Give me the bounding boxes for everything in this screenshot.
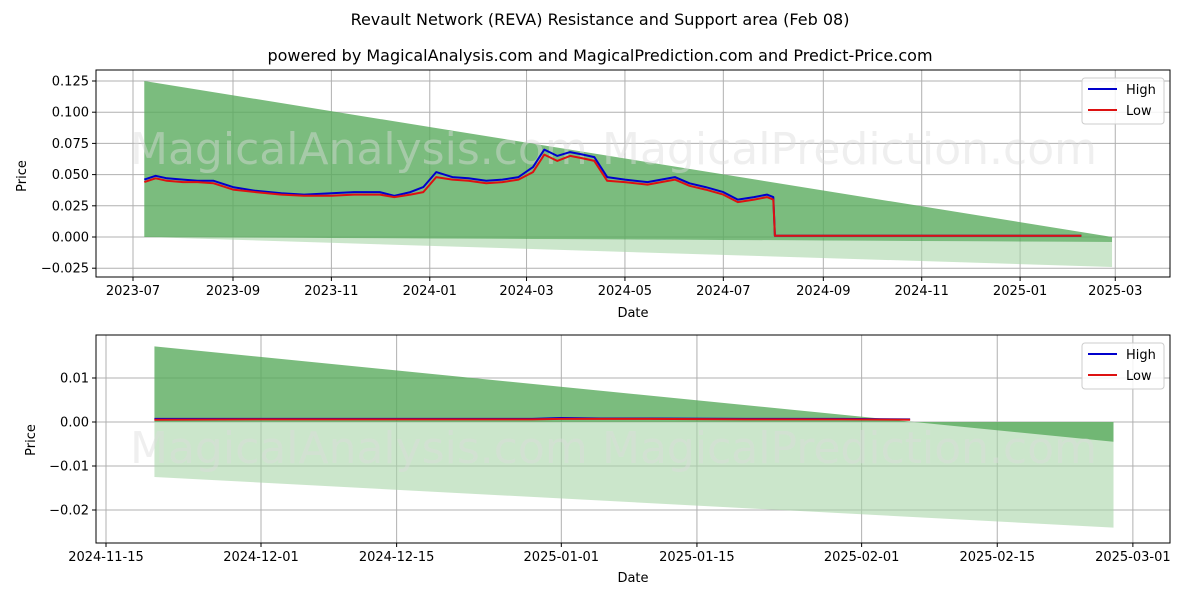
y-tick-label: 0.050 bbox=[52, 168, 89, 183]
watermark-analysis-2: MagicalAnalysis.com bbox=[130, 423, 588, 474]
top-bands bbox=[144, 81, 1113, 267]
support-band bbox=[154, 422, 1114, 528]
x-tick-label: 2024-07 bbox=[696, 284, 750, 299]
watermark-prediction: MagicalPrediction.com bbox=[602, 124, 1097, 175]
x-tick-label: 2025-01-01 bbox=[524, 550, 600, 565]
y-tick-label: −0.02 bbox=[49, 504, 89, 519]
legend-high-label: High bbox=[1126, 83, 1156, 98]
support-band bbox=[144, 237, 1113, 267]
top-axes-frame bbox=[95, 69, 1171, 278]
x-tick-label: 2024-09 bbox=[796, 284, 850, 299]
x-tick-label: 2024-12-15 bbox=[359, 550, 435, 565]
x-tick-label: 2025-01-15 bbox=[659, 550, 735, 565]
y-tick-label: 0.125 bbox=[52, 75, 89, 90]
x-tick-label: 2025-01 bbox=[993, 284, 1047, 299]
legend-low-label-2: Low bbox=[1126, 369, 1152, 384]
x-tick-label: 2024-01 bbox=[403, 284, 457, 299]
x-tick-label: 2023-07 bbox=[106, 284, 160, 299]
x-tick-label: 2024-12-01 bbox=[223, 550, 299, 565]
y-tick-label: 0.100 bbox=[52, 106, 89, 121]
y-tick-label: −0.01 bbox=[49, 460, 89, 475]
bottom-price-lines bbox=[154, 417, 911, 421]
y-tick-label: 0.075 bbox=[52, 137, 89, 152]
top-legend: High Low bbox=[1081, 77, 1165, 125]
legend-high-label-2: High bbox=[1126, 348, 1156, 363]
x-tick-label: 2025-03 bbox=[1088, 284, 1142, 299]
bottom-y-label: Price bbox=[24, 424, 39, 456]
x-tick-label: 2025-03-01 bbox=[1095, 550, 1171, 565]
top-price-lines bbox=[143, 148, 1082, 237]
bottom-x-label: Date bbox=[617, 571, 648, 586]
bottom-axes-frame bbox=[95, 334, 1171, 544]
top-x-label: Date bbox=[617, 306, 648, 321]
watermark-analysis: MagicalAnalysis.com bbox=[130, 124, 588, 175]
chart-title: Revault Network (REVA) Resistance and Su… bbox=[350, 10, 850, 29]
resistance-band bbox=[144, 81, 1113, 242]
top-ticks: 2023-07 2023-09 2023-11 2024-01 2024-03 2024-… bbox=[41, 75, 1143, 300]
y-tick-label: −0.025 bbox=[41, 262, 89, 277]
bottom-ticks: 2024-11-15 2024-12-01 2024-12-15 2025-01-01… bbox=[49, 372, 1171, 566]
low-line bbox=[154, 417, 911, 421]
low-line bbox=[143, 153, 1082, 237]
x-tick-label: 2024-11 bbox=[895, 284, 949, 299]
top-y-label: Price bbox=[15, 160, 30, 192]
legend-low-label: Low bbox=[1126, 104, 1152, 119]
x-tick-label: 2024-03 bbox=[499, 284, 553, 299]
high-line bbox=[143, 148, 1082, 237]
x-tick-label: 2025-02-01 bbox=[824, 550, 900, 565]
top-chart: MagicalAnalysis.com MagicalPrediction.co… bbox=[15, 69, 1171, 321]
x-tick-label: 2024-05 bbox=[598, 284, 652, 299]
x-tick-label: 2024-11-15 bbox=[68, 550, 144, 565]
bottom-legend: High Low bbox=[1081, 342, 1165, 390]
bottom-chart: MagicalAnalysis.com MagicalPrediction.co… bbox=[24, 334, 1171, 586]
y-tick-label: 0.025 bbox=[52, 199, 89, 214]
watermark-prediction-2: MagicalPrediction.com bbox=[602, 423, 1097, 474]
x-tick-label: 2023-11 bbox=[304, 284, 358, 299]
chart-subtitle: powered by MagicalAnalysis.com and Magic… bbox=[267, 46, 933, 65]
x-tick-label: 2023-09 bbox=[206, 284, 260, 299]
y-tick-label: 0.00 bbox=[60, 416, 89, 431]
x-tick-label: 2025-02-15 bbox=[959, 550, 1035, 565]
y-tick-label: 0.000 bbox=[52, 231, 89, 246]
y-tick-label: 0.01 bbox=[60, 372, 89, 387]
